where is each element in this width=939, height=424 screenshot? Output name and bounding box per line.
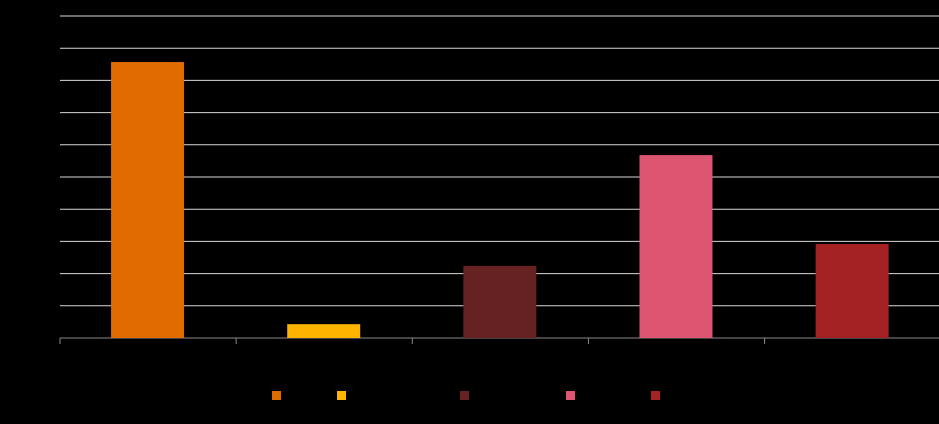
legend-swatch bbox=[337, 391, 346, 400]
y-tick-label: 50 bbox=[40, 171, 52, 183]
y-tick-label: 90 bbox=[40, 42, 52, 54]
y-tick-label: 100 bbox=[34, 10, 52, 22]
y-tick-label: 70 bbox=[40, 107, 52, 119]
bar bbox=[639, 155, 713, 338]
y-tick-label: 10 bbox=[40, 300, 52, 312]
bar bbox=[815, 243, 889, 338]
y-tick-label: 60 bbox=[40, 139, 52, 151]
bar bbox=[111, 62, 185, 339]
bar bbox=[463, 265, 537, 338]
y-tick-label: 0 bbox=[46, 332, 52, 344]
y-tick-label: 40 bbox=[40, 203, 52, 215]
legend-swatch bbox=[651, 391, 660, 400]
legend-swatch bbox=[460, 391, 469, 400]
bar bbox=[287, 324, 361, 338]
y-tick-label: 20 bbox=[40, 268, 52, 280]
y-tick-label: 30 bbox=[40, 235, 52, 247]
legend-swatch bbox=[566, 391, 575, 400]
legend-swatch bbox=[272, 391, 281, 400]
y-tick-label: 80 bbox=[40, 74, 52, 86]
